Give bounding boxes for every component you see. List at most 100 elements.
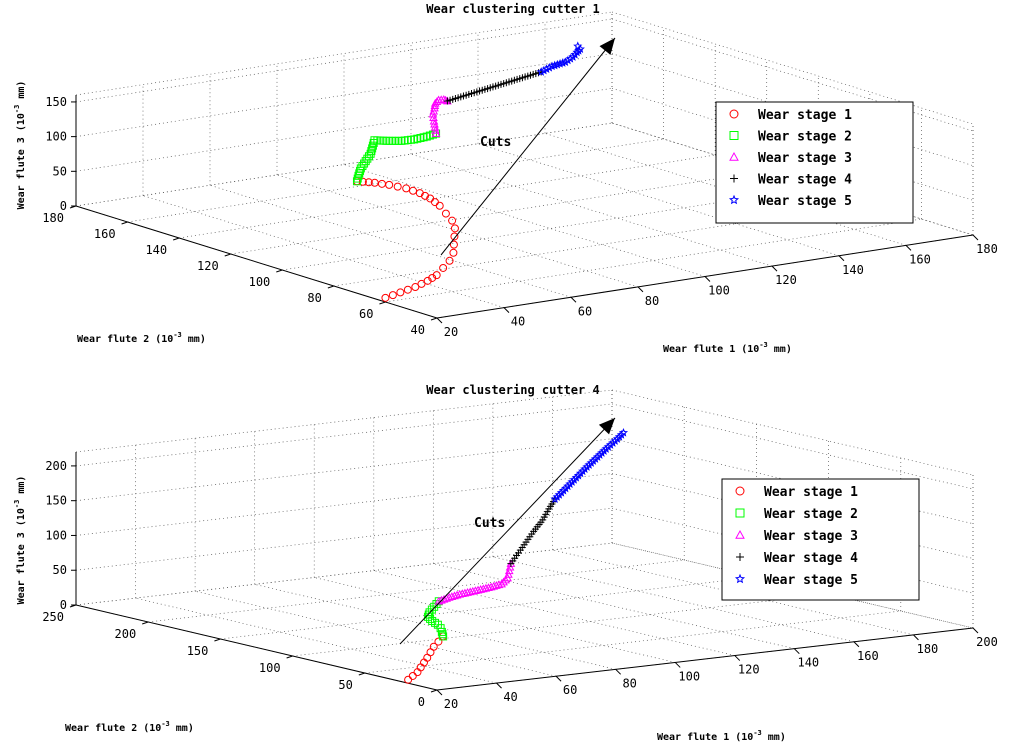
y-axis-label: Wear flute 2 (10-3 mm): [65, 720, 194, 734]
data-point: [618, 427, 629, 437]
legend-label: Wear stage 5: [764, 573, 858, 588]
legend-label: Wear stage 5: [758, 194, 852, 209]
data-point: [441, 209, 450, 218]
z-tick-label: 100: [45, 528, 67, 542]
data-point: [426, 194, 435, 203]
legend-marker: [728, 194, 740, 205]
y-tick: [430, 317, 438, 321]
data-point: [385, 180, 394, 189]
x-tick: [853, 641, 860, 648]
data-point: [552, 59, 562, 69]
x-tick-label: 200: [976, 635, 998, 649]
cuts-arrow: Cuts: [399, 417, 616, 645]
data-point: [450, 232, 459, 241]
data-point: [555, 58, 565, 68]
data-point: [481, 583, 491, 592]
legend-marker: [729, 151, 739, 161]
legend-label: Wear stage 4: [764, 551, 858, 566]
arrow-shaft: [440, 37, 616, 256]
legend-label: Wear stage 2: [764, 507, 858, 522]
data-point: [419, 658, 428, 667]
x-tick: [972, 627, 979, 634]
grid-line: [75, 473, 613, 536]
y-tick-label: 180: [42, 211, 64, 225]
grid-line: [135, 597, 497, 684]
x-tick-label: 40: [503, 690, 517, 704]
grid-line: [410, 153, 773, 267]
data-points: [404, 427, 629, 684]
x-tick-label: 120: [775, 273, 797, 287]
data-point: [439, 263, 448, 272]
x-tick: [570, 296, 577, 303]
data-point: [430, 103, 439, 112]
tick-labels: 20 40 60 80 100 120 140 160 180 40 60 80 100 120 140 16…: [42, 95, 998, 339]
z-tick-label: 150: [45, 494, 67, 508]
grid-line: [142, 195, 505, 308]
data-point: [428, 273, 437, 282]
chart-title: Wear clustering cutter 1: [426, 2, 599, 16]
data-point: [368, 141, 377, 150]
data-point: [381, 293, 390, 302]
data-point: [547, 61, 557, 71]
grid-line: [220, 576, 757, 640]
y-axis: [75, 205, 438, 319]
grid-line: [477, 143, 840, 257]
y-tick: [358, 672, 365, 676]
data-point: [368, 144, 377, 153]
y-tick-label: 140: [145, 243, 167, 257]
data-point: [573, 41, 583, 51]
data-point: [484, 583, 493, 592]
y-tick-label: 160: [94, 227, 116, 241]
y-tick-label: 200: [115, 627, 137, 641]
series-wear-stage-1: [352, 177, 459, 302]
series-wear-stage-5: [550, 427, 629, 504]
data-point: [489, 581, 499, 590]
data-point: [396, 288, 405, 297]
data-point: [415, 189, 424, 198]
x-tick-label: 80: [622, 676, 636, 690]
legend-label: Wear stage 4: [758, 173, 852, 188]
z-tick-label: 200: [45, 459, 67, 473]
grid-line: [292, 593, 829, 657]
data-point: [471, 586, 480, 595]
x-tick: [972, 234, 979, 241]
data-point: [413, 668, 422, 677]
data-point: [404, 675, 413, 684]
data-point: [435, 201, 444, 210]
z-axis-label: Wear flute 3 (10-3 mm): [13, 476, 27, 605]
data-point: [430, 198, 439, 207]
data-point: [432, 271, 441, 280]
y-tick-label: 50: [338, 678, 352, 692]
data-point: [442, 593, 451, 602]
data-point: [429, 642, 438, 651]
data-point: [417, 279, 426, 288]
series-wear-stage-1: [404, 632, 448, 684]
z-tick-label: 50: [53, 563, 67, 577]
chart-cutter-1: Wear clustering cutter 1 20 40 60 80 100 120 1…: [13, 2, 998, 355]
x-axis-label: Wear flute 1 (10-3 mm): [663, 341, 792, 355]
y-tick-label: 80: [307, 291, 321, 305]
arrow-head: [598, 418, 615, 435]
data-point: [463, 588, 472, 596]
data-point: [447, 592, 457, 600]
data-point: [353, 174, 362, 183]
data-point: [439, 95, 449, 103]
legend-marker: [730, 174, 738, 183]
x-tick-label: 180: [976, 242, 998, 256]
y-tick: [286, 655, 293, 659]
x-tick: [674, 662, 681, 668]
data-point: [542, 64, 552, 73]
y-tick: [172, 237, 180, 241]
data-point: [408, 671, 417, 680]
y-tick: [379, 301, 386, 305]
data-point: [455, 589, 465, 598]
data-point: [491, 581, 501, 589]
data-point: [536, 67, 546, 76]
data-point: [478, 584, 488, 593]
x-tick-label: 120: [738, 663, 760, 677]
data-point: [460, 588, 470, 597]
data-point: [402, 184, 411, 193]
x-tick: [734, 655, 741, 661]
data-point: [364, 178, 373, 187]
y-axis: [75, 604, 438, 691]
